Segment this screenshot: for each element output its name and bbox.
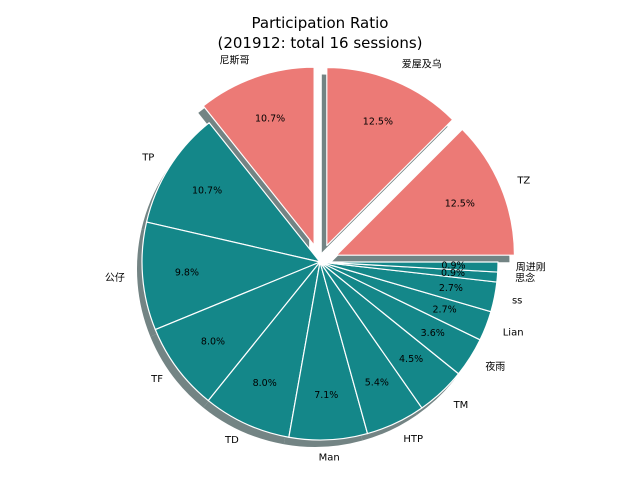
slice-percent-label: 0.9% <box>441 260 465 271</box>
slice-category-label: 夜雨 <box>485 360 505 373</box>
slice-percent-label: 5.4% <box>365 377 389 388</box>
slice-category-label: ss <box>512 296 522 307</box>
slice-percent-label: 2.7% <box>433 304 457 315</box>
pie-slice <box>141 221 321 331</box>
slice-percent-label: 10.7% <box>255 114 285 125</box>
slice-category-label: 尼斯哥 <box>220 53 250 66</box>
slice-labels: 12.5% TZ 12.5% 爱屋及乌 10.7% 尼斯哥 10.7% TP 9.8% 公仔 8.0… <box>105 53 546 463</box>
pie-slice <box>335 128 516 256</box>
slice-category-label: 爱屋及乌 <box>402 58 442 71</box>
slice-category-label: 周进刚 <box>516 262 546 274</box>
chart-title-line2: (201912: total 16 sessions) <box>217 34 422 52</box>
slice-category-label: Lian <box>503 327 524 338</box>
slice-percent-label: 12.5% <box>363 117 393 128</box>
slice-percent-label: 10.7% <box>192 185 222 196</box>
slice-category-label: HTP <box>403 434 423 445</box>
slice-percent-label: 8.0% <box>201 336 225 347</box>
slice-category-label: TM <box>453 400 469 411</box>
slice-percent-label: 9.8% <box>175 267 199 278</box>
pie-slice <box>207 261 321 438</box>
slice-percent-label: 8.0% <box>253 378 277 389</box>
slice-category-label: TZ <box>516 175 530 186</box>
slice-category-label: TF <box>150 374 163 385</box>
chart-title-line1: Participation Ratio <box>252 14 389 32</box>
pie-slice <box>145 122 321 263</box>
pie-slices <box>141 66 516 441</box>
pie-slice <box>154 261 321 402</box>
slice-percent-label: 3.6% <box>421 328 445 339</box>
slice-category-label: 公仔 <box>105 272 125 284</box>
slice-percent-label: 12.5% <box>445 199 475 210</box>
slice-percent-label: 0.9% <box>441 268 465 279</box>
pie-slice <box>326 66 454 247</box>
slice-category-label: TD <box>224 435 239 446</box>
pie-slice <box>319 261 499 273</box>
slice-percent-label: 2.7% <box>439 283 463 294</box>
slice-category-label: Man <box>319 453 340 464</box>
slice-percent-label: 4.5% <box>399 354 423 365</box>
pie-slice <box>202 66 315 246</box>
slice-category-label: TP <box>141 153 154 164</box>
slice-percent-label: 7.1% <box>314 390 338 401</box>
slice-category-label: 思念 <box>515 272 535 285</box>
